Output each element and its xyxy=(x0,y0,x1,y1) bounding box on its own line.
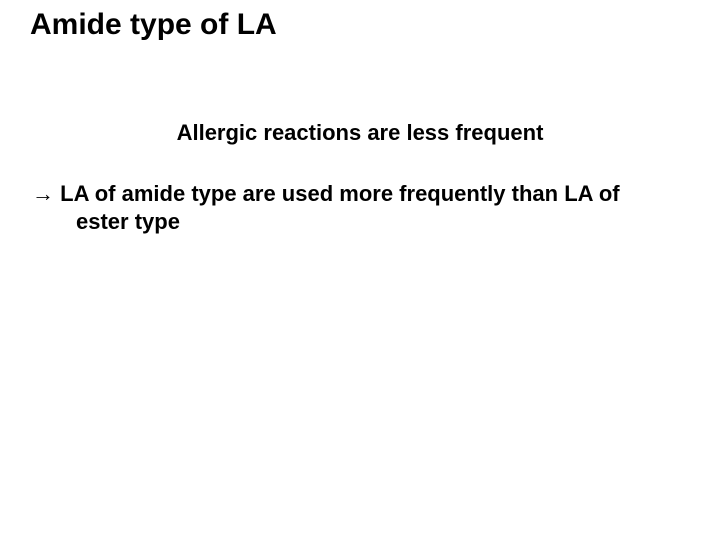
slide: Amide type of LA Allergic reactions are … xyxy=(0,0,720,540)
arrow-icon: → xyxy=(32,180,54,208)
slide-subheading: Allergic reactions are less frequent xyxy=(0,120,720,146)
body-line-1: LA of amide type are used more frequentl… xyxy=(60,181,619,206)
body-line-2: ester type xyxy=(76,208,680,236)
slide-title: Amide type of LA xyxy=(30,8,277,42)
body-text: → LA of amide type are used more frequen… xyxy=(32,180,680,235)
